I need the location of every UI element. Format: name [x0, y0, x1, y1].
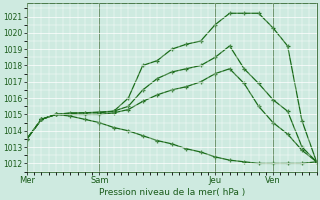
X-axis label: Pression niveau de la mer( hPa ): Pression niveau de la mer( hPa ) [99, 188, 245, 197]
